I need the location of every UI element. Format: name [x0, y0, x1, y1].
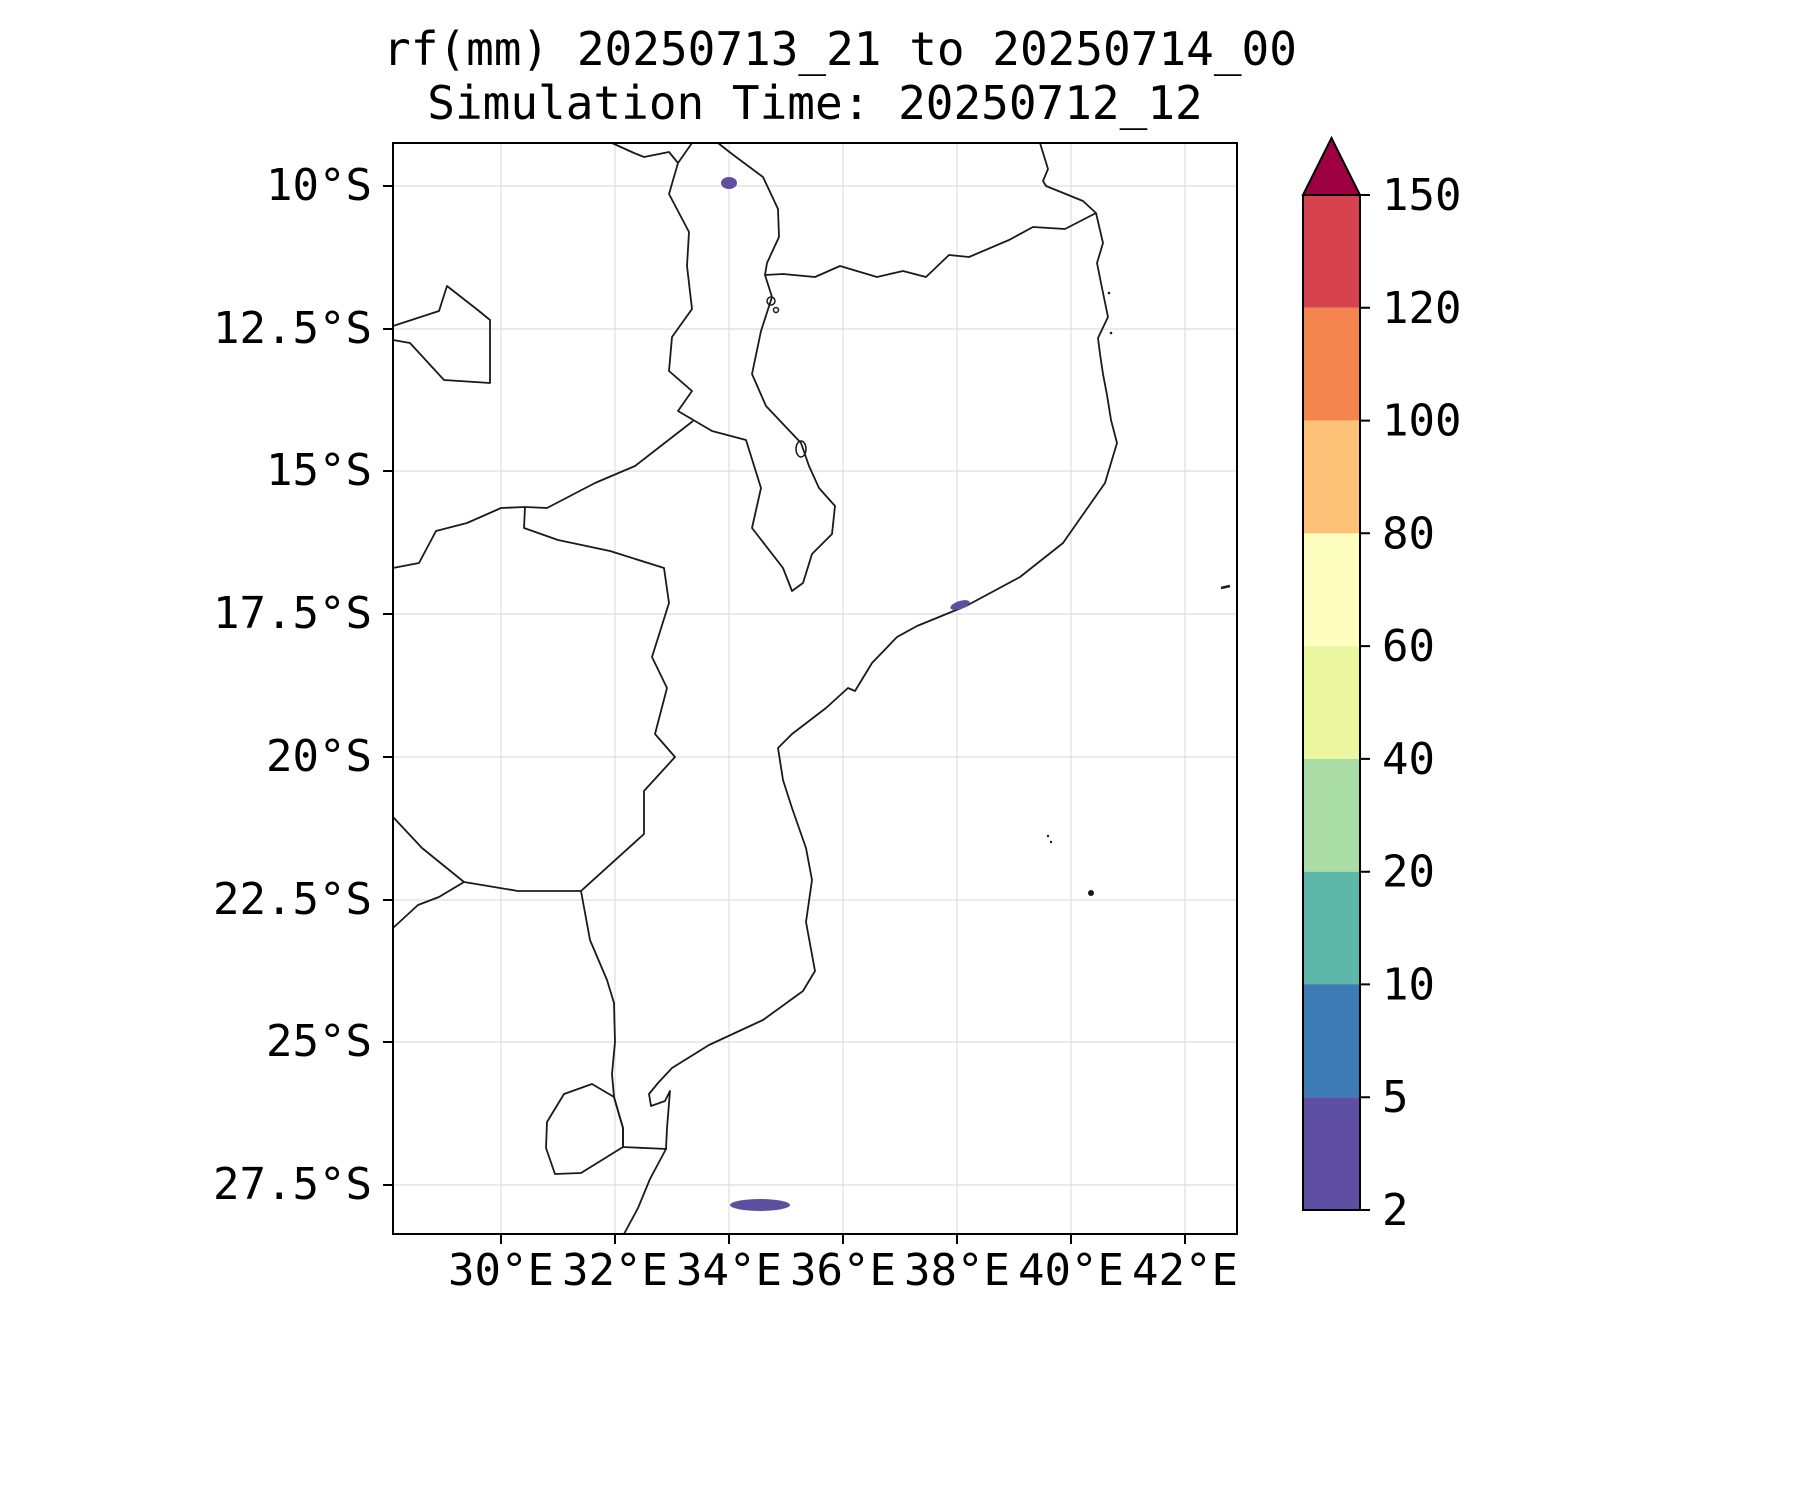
plot-frame: [392, 142, 1238, 1235]
y-tick-label: 10°S: [266, 160, 372, 211]
x-tick-label: 36°E: [790, 1245, 896, 1296]
colorbar-segment: [1303, 195, 1360, 308]
colorbar-segment: [1303, 420, 1360, 534]
border-tanzania-mozambique: [764, 212, 1097, 278]
colorbar-over-arrow: [1301, 135, 1362, 196]
y-tick-label: 27.5°S: [213, 1159, 372, 1210]
border-limpopo: [392, 816, 581, 929]
colorbar-tick-marks: [1360, 194, 1370, 1211]
border-tanzania-zambia: [611, 142, 679, 164]
bassas-da-india: [1046, 834, 1050, 838]
x-tick-label: 38°E: [904, 1245, 1010, 1296]
border-drc-zambia: [392, 285, 491, 384]
x-tick-label: 34°E: [676, 1245, 782, 1296]
x-tick-label: 42°E: [1132, 1245, 1238, 1296]
map-plot: [383, 142, 1238, 1244]
rain-patch-coast: [950, 600, 970, 610]
x-tick-label: 40°E: [1018, 1245, 1124, 1296]
colorbar-tick-label: 80: [1382, 508, 1435, 559]
colorbar-tick-label: 40: [1382, 734, 1435, 785]
colorbar-tick-label: 150: [1382, 170, 1461, 221]
chart-subtitle: Simulation Time: 20250712_12: [427, 76, 1203, 130]
title-block: rf(mm) 20250713_21 to 20250714_00 Simula…: [383, 22, 1297, 130]
x-tick-label: 30°E: [448, 1245, 554, 1296]
colorbar-segment: [1303, 1097, 1360, 1210]
coastline: [623, 142, 1118, 1235]
y-tick-label: 15°S: [266, 445, 372, 496]
chart-title: rf(mm) 20250713_21 to 20250714_00: [383, 22, 1297, 76]
grid-lines: [393, 143, 1237, 1234]
likoma-island: [766, 296, 776, 306]
colorbar: 150 120 100 80 60 40 20 10 5 2: [1301, 135, 1461, 1236]
y-tick-label: 17.5°S: [213, 588, 372, 639]
colorbar-tick-label: 120: [1382, 283, 1461, 334]
colorbar-tick-label: 20: [1382, 847, 1435, 898]
quirimbas-islet: [1109, 331, 1113, 335]
colorbar-segment: [1303, 307, 1360, 421]
lake-malombe: [795, 440, 807, 458]
colorbar-segment: [1303, 533, 1360, 647]
border-zimbabwe-mozambique: [523, 506, 676, 892]
colorbar-outline: [1302, 194, 1361, 1211]
axis-tick-marks: [383, 185, 1186, 1244]
juan-de-nova-island: [1220, 584, 1231, 590]
border-zambia-mozambique: [524, 420, 694, 509]
colorbar-segment: [1303, 871, 1360, 985]
bassas-da-india: [1049, 840, 1053, 844]
rain-patch-south: [730, 1199, 790, 1211]
colorbar-segment: [1303, 984, 1360, 1098]
colorbar-tick-label: 100: [1382, 396, 1461, 447]
y-tick-label: 20°S: [266, 731, 372, 782]
quirimbas-islet: [1107, 291, 1111, 295]
colorbar-tick-label: 60: [1382, 621, 1435, 672]
x-tick-label: 32°E: [562, 1245, 668, 1296]
border-southafrica-mozambique: [580, 890, 668, 1150]
border-zambia-zimbabwe: [392, 506, 526, 569]
colorbar-tick-label: 2: [1382, 1185, 1409, 1236]
europa-island: [1088, 890, 1094, 896]
border-malawi: [668, 142, 836, 592]
y-tick-label: 25°S: [266, 1016, 372, 1067]
colorbar-segment: [1303, 758, 1360, 872]
colorbar-segment: [1303, 646, 1360, 759]
colorbar-tick-label: 5: [1382, 1072, 1409, 1123]
y-tick-label: 22.5°S: [213, 874, 372, 925]
y-tick-label: 12.5°S: [213, 303, 372, 354]
colorbar-tick-label: 10: [1382, 959, 1435, 1010]
rain-patch-north: [721, 177, 737, 189]
chizumulu-island: [772, 306, 780, 314]
border-eswatini: [545, 1083, 624, 1175]
